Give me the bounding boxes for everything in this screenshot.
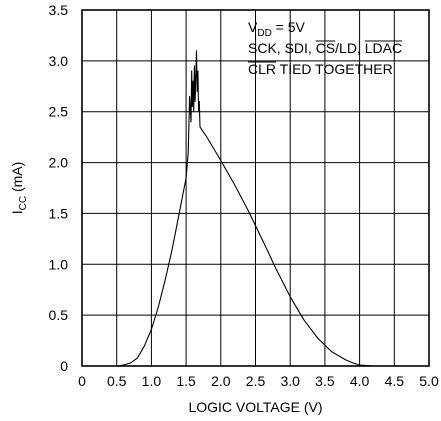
x-tick-label: 3.0: [280, 373, 300, 389]
annotation-clr: CLR: [248, 61, 276, 77]
y-tick-label: 0.5: [49, 307, 69, 323]
y-axis-title-main: I: [9, 210, 25, 214]
annotation-ld: /LD,: [335, 40, 365, 56]
y-tick-label: 3.5: [49, 2, 69, 18]
y-axis-title: ICC (mA): [9, 162, 29, 215]
annotation-vdd-value: = 5V: [272, 19, 306, 35]
annotation-vdd-main: V: [248, 19, 258, 35]
annotation-line-2: SCK, SDI, CS/LD, LDAC: [248, 40, 402, 56]
annotation-cs: CS: [316, 40, 335, 56]
annotation-sck-sdi: SCK, SDI,: [248, 40, 316, 56]
x-tick-label: 5.0: [419, 373, 439, 389]
x-tick-label: 1.5: [176, 373, 196, 389]
annotation-line-3: CLR TIED TOGETHER: [248, 61, 393, 77]
x-tick-labels: 0 0.5 1.0 1.5 2.0 2.5 3.0 3.5 4.0 4.5 5.0: [78, 373, 439, 389]
x-tick-label: 0.5: [107, 373, 127, 389]
x-tick-label: 3.5: [315, 373, 335, 389]
y-tick-label: 0: [60, 358, 68, 374]
annotation-overbars: [248, 40, 403, 63]
x-tick-label: 2.5: [246, 373, 266, 389]
x-tick-label: 4.5: [385, 373, 405, 389]
y-tick-label: 2.5: [49, 104, 69, 120]
x-axis-title: LOGIC VOLTAGE (V): [188, 399, 322, 415]
y-tick-label: 1.0: [49, 256, 69, 272]
icc-curve: [116, 50, 377, 367]
y-tick-label: 1.5: [49, 205, 69, 221]
annotation-tied-together: TIED TOGETHER: [276, 61, 393, 77]
x-tick-label: 4.0: [350, 373, 370, 389]
conditions-annotation: VDD = 5V SCK, SDI, CS/LD, LDAC CLR TIED …: [248, 19, 403, 77]
annotation-ldac: LDAC: [365, 40, 402, 56]
grid: [82, 10, 429, 366]
annotation-line-1: VDD = 5V: [248, 19, 306, 39]
y-tick-labels: 0 0.5 1.0 1.5 2.0 2.5 3.0 3.5: [49, 2, 69, 374]
x-tick-label: 0: [78, 373, 86, 389]
plot-frame: [81, 9, 430, 367]
y-axis-title-subscript: CC: [18, 196, 29, 210]
x-tick-label: 1.0: [142, 373, 162, 389]
x-tick-label: 2.0: [211, 373, 231, 389]
y-tick-label: 3.0: [49, 53, 69, 69]
annotation-vdd-subscript: DD: [257, 28, 271, 39]
y-tick-label: 2.0: [49, 155, 69, 171]
y-axis-title-unit: (mA): [9, 162, 25, 196]
